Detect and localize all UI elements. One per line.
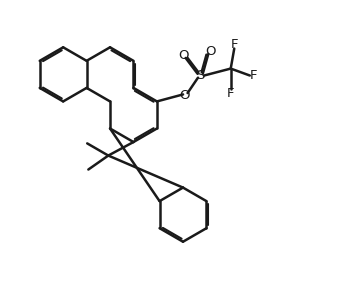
Text: F: F <box>250 69 258 82</box>
Text: F: F <box>230 38 238 51</box>
Text: O: O <box>205 45 216 58</box>
Text: F: F <box>227 86 235 100</box>
Text: S: S <box>196 69 205 82</box>
Text: O: O <box>178 49 188 62</box>
Text: O: O <box>179 89 190 102</box>
